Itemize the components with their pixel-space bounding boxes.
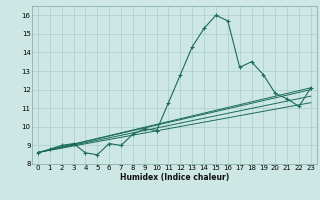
X-axis label: Humidex (Indice chaleur): Humidex (Indice chaleur) — [120, 173, 229, 182]
